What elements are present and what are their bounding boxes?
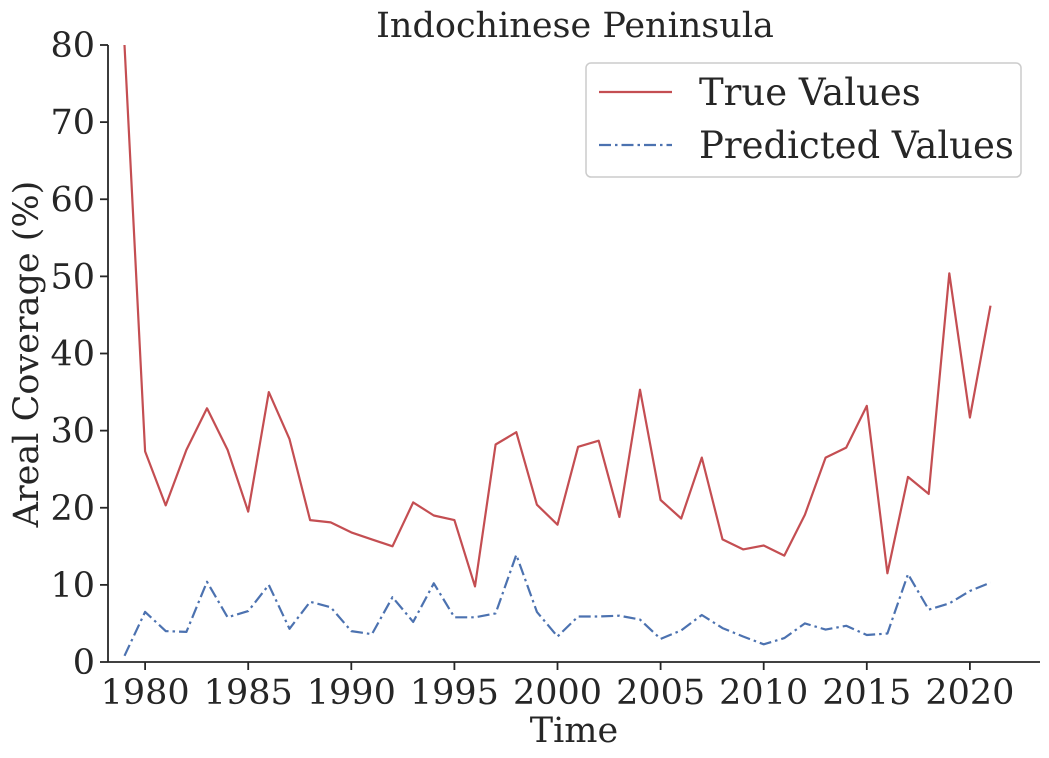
y-axis-title: Areal Coverage (%) [7,181,47,529]
x-axis-ticks: 1980 1985 1990 1995 2000 2005 2010 2015 2020 [101,662,1014,713]
y-tick-label: 50 [50,257,95,297]
plot-lines [123,44,992,657]
chart-title: Indochinese Peninsula [376,6,774,46]
y-axis-ticks: 0 10 20 30 40 50 60 70 80 [50,26,108,683]
series-line-true-values [123,44,992,588]
y-tick-label: 30 [50,412,95,452]
x-tick-label: 2010 [719,673,808,713]
y-tick-label: 40 [50,335,95,375]
x-tick-label: 1995 [410,673,499,713]
legend-label-true-values: True Values [699,71,921,114]
x-tick-label: 1980 [101,673,190,713]
x-tick-label: 2000 [513,673,602,713]
series-line-predicted-values [123,553,991,657]
legend-label-predicted-values: Predicted Values [699,124,1014,167]
legend-frame [585,62,1022,178]
y-tick-label: 0 [73,643,95,683]
legend: True Values Predicted Values [585,62,1022,178]
x-tick-label: 1990 [307,673,396,713]
y-tick-label: 60 [50,180,95,220]
x-tick-label: 2015 [822,673,911,713]
x-tick-label: 2020 [925,673,1014,713]
y-tick-label: 10 [50,566,95,606]
x-axis-title: Time [530,711,618,751]
x-tick-label: 1985 [204,673,293,713]
x-tick-label: 2005 [616,673,705,713]
y-tick-label: 80 [50,26,95,66]
y-tick-label: 70 [50,103,95,143]
y-tick-label: 20 [50,489,95,529]
